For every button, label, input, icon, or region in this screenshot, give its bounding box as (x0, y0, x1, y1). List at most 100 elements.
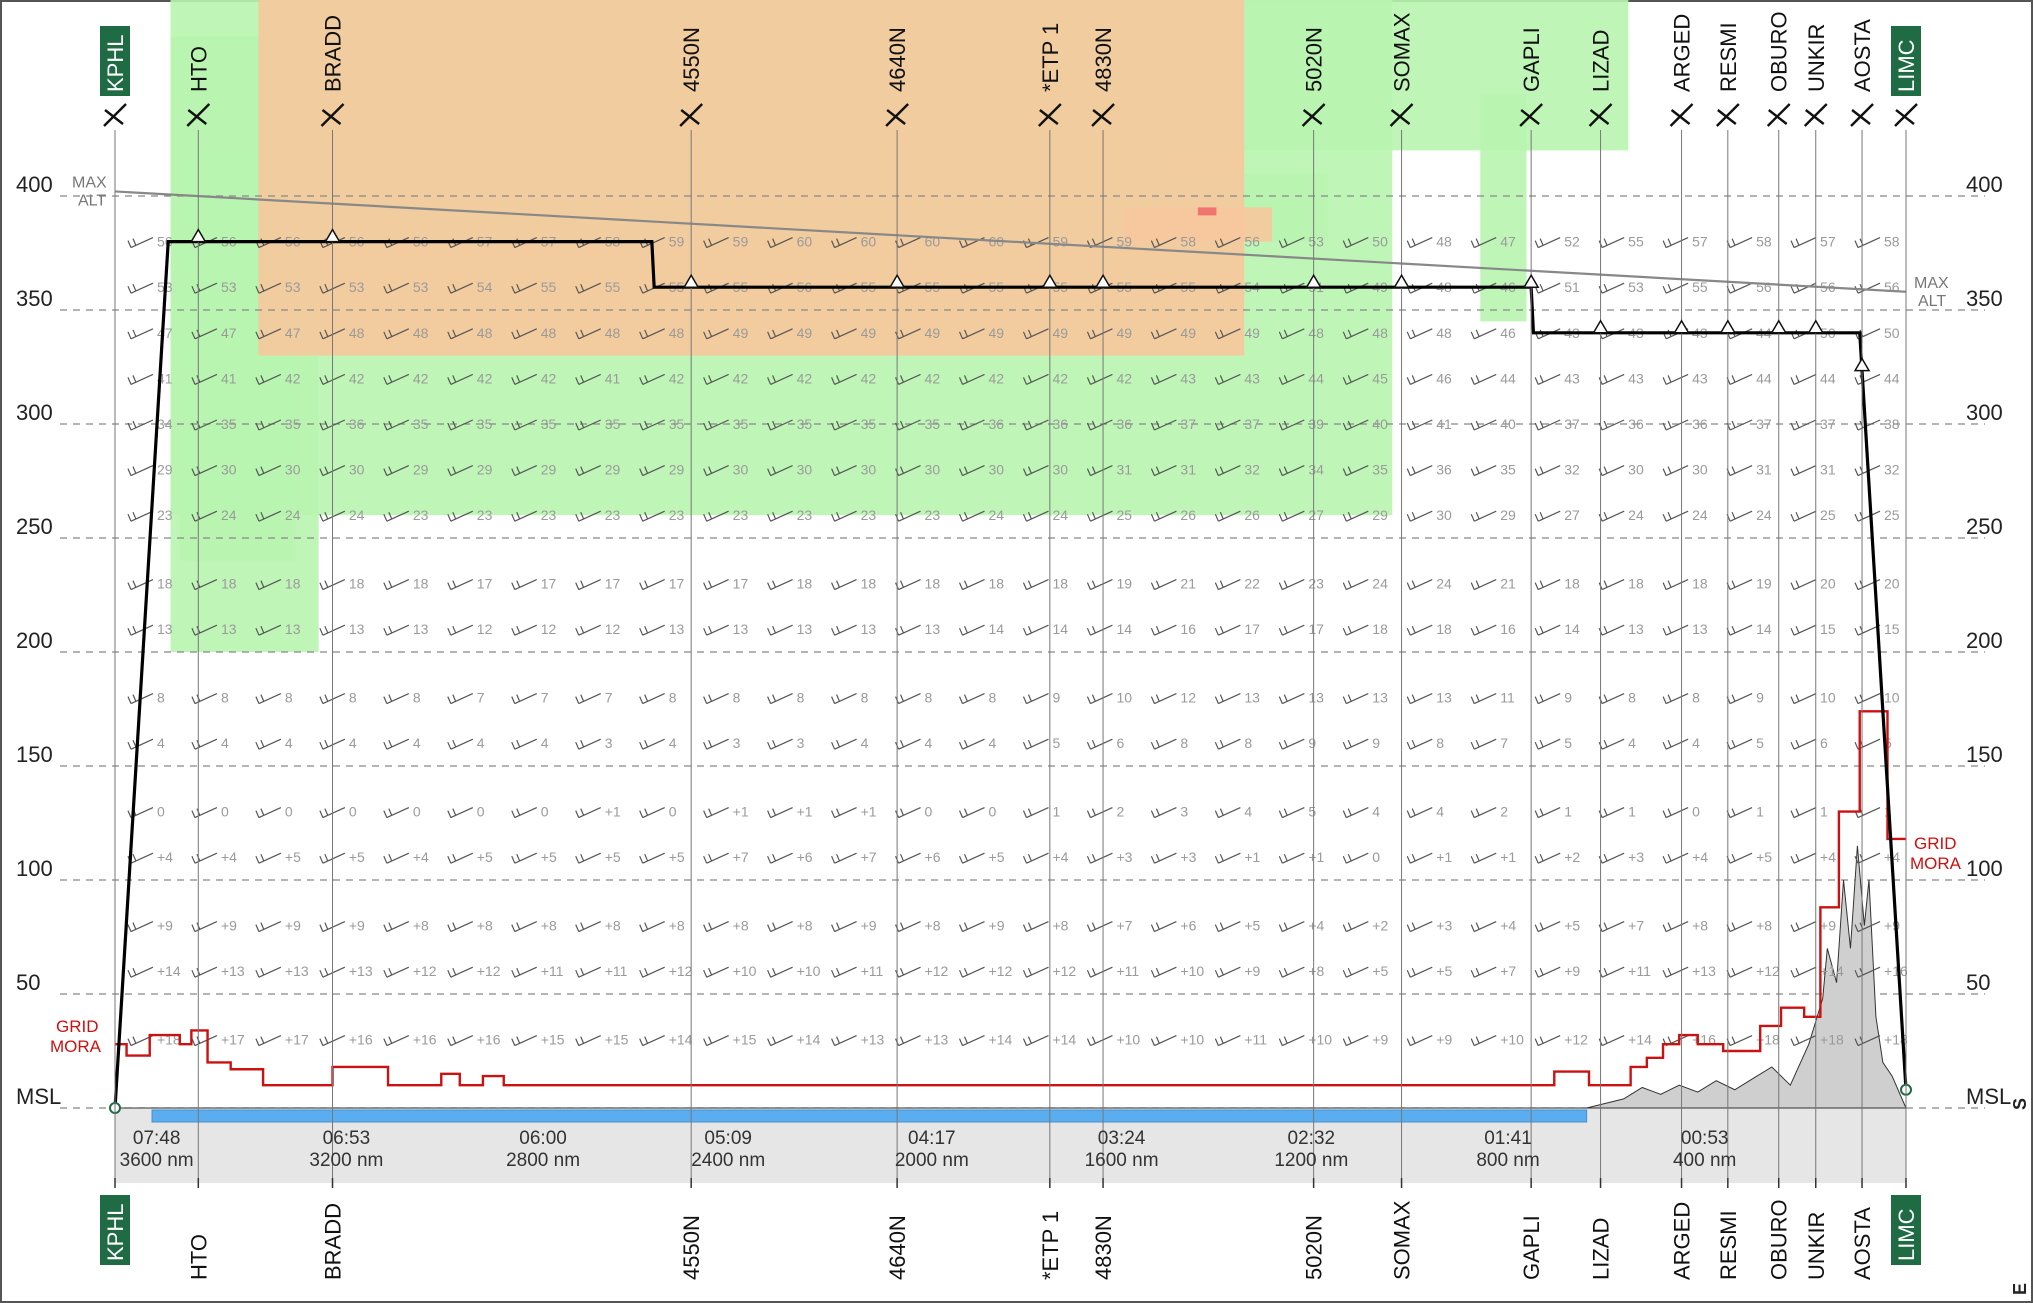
temperature-value: 59 (669, 234, 685, 250)
temperature-value: 24 (1372, 576, 1388, 592)
temperature-value: 5 (1052, 735, 1060, 751)
temperature-value: 37 (1756, 416, 1772, 432)
temperature-value: 23 (669, 507, 685, 523)
temperature-value: 8 (1436, 735, 1444, 751)
temperature-value: 8 (925, 690, 933, 706)
temperature-value: 48 (1308, 325, 1324, 341)
waypoint-top-label: LIZAD (1589, 30, 1614, 92)
temperature-value: 49 (1052, 325, 1068, 341)
waypoint-top-label: UNKIR (1804, 24, 1829, 92)
temperature-value: 44 (1500, 370, 1516, 386)
temperature-value: 37 (1180, 416, 1196, 432)
temperature-value: 18 (413, 576, 429, 592)
temperature-value: 10 (1884, 690, 1900, 706)
temperature-value: +5 (989, 849, 1005, 865)
temperature-value: +7 (861, 849, 877, 865)
temperature-value: 29 (1372, 507, 1388, 523)
temperature-value: 16 (1500, 621, 1516, 637)
temperature-value: 48 (605, 325, 621, 341)
temperature-value: 57 (1692, 234, 1708, 250)
temperature-value: 35 (541, 416, 557, 432)
temperature-value: 18 (349, 576, 365, 592)
waypoint-top-label: KPHL (103, 35, 128, 92)
temperature-value: 55 (1628, 234, 1644, 250)
waypoint-bottom-label: BRADD (321, 1203, 346, 1280)
temperature-value: 17 (1308, 621, 1324, 637)
time-label: 03:24 (1098, 1128, 1146, 1149)
temperature-value: 3 (605, 735, 613, 751)
temperature-value: 4 (1372, 804, 1380, 820)
temperature-value: +6 (1180, 918, 1196, 934)
temperature-value: 7 (477, 690, 485, 706)
temperature-value: +16 (477, 1032, 501, 1048)
temperature-value: 23 (733, 507, 749, 523)
temperature-value: 13 (797, 621, 813, 637)
temperature-value: 34 (1308, 462, 1324, 478)
time-label: 01:41 (1484, 1128, 1532, 1149)
temperature-value: 13 (1628, 621, 1644, 637)
altitude-label-left: MSL (16, 1084, 61, 1109)
temperature-value: 53 (221, 279, 237, 295)
temperature-value: 30 (349, 462, 365, 478)
temperature-value: 29 (669, 462, 685, 478)
temperature-value: 42 (349, 370, 365, 386)
temperature-value: 3 (733, 735, 741, 751)
temperature-value: +13 (861, 1032, 885, 1048)
waypoint-bottom-label: ARGED (1670, 1202, 1695, 1280)
temperature-value: 4 (861, 735, 869, 751)
temperature-value: +8 (925, 918, 941, 934)
temperature-value: 12 (477, 621, 493, 637)
temperature-value: 31 (1180, 462, 1196, 478)
temperature-value: 35 (669, 416, 685, 432)
temperature-value: 53 (285, 279, 301, 295)
temperature-value: 47 (285, 325, 301, 341)
temperature-value: 8 (157, 690, 165, 706)
temperature-value: 8 (285, 690, 293, 706)
waypoint-bottom-label: 4640N (885, 1215, 910, 1280)
distance-label: 1200 nm (1274, 1150, 1348, 1171)
waypoint-top-label: 5020N (1302, 27, 1327, 92)
time-label: 07:48 (133, 1128, 181, 1149)
temperature-value: 42 (797, 370, 813, 386)
temperature-value: 53 (1308, 234, 1324, 250)
temperature-value: 26 (1180, 507, 1196, 523)
temperature-value: +5 (285, 849, 301, 865)
distance-label: 3600 nm (120, 1150, 194, 1171)
temperature-value: 15 (1884, 621, 1900, 637)
temperature-value: 13 (413, 621, 429, 637)
ocean-segment (152, 1110, 1587, 1122)
waypoint-bottom-label: OBURO (1767, 1199, 1792, 1280)
temperature-value: 0 (989, 804, 997, 820)
max-alt-label-right-1: MAX (1914, 275, 1949, 292)
temperature-value: 34 (157, 416, 173, 432)
temperature-value: +18 (1820, 1032, 1844, 1048)
temperature-value: +14 (1820, 963, 1844, 979)
waypoint-bottom-label: GAPLI (1519, 1215, 1544, 1280)
temperature-value: 37 (1820, 416, 1836, 432)
temperature-value: 18 (1692, 576, 1708, 592)
temperature-value: 18 (285, 576, 301, 592)
temperature-value: 60 (797, 234, 813, 250)
temperature-value: +14 (1052, 1032, 1076, 1048)
temperature-value: 42 (861, 370, 877, 386)
temperature-value: 42 (925, 370, 941, 386)
temperature-value: +4 (413, 849, 429, 865)
temperature-value: +11 (1244, 1032, 1267, 1048)
temperature-value: 35 (221, 416, 237, 432)
temperature-value: +3 (1180, 849, 1196, 865)
temperature-value: 42 (477, 370, 493, 386)
temperature-value: 18 (1628, 576, 1644, 592)
temperature-value: 42 (1052, 370, 1068, 386)
temperature-value: 36 (989, 416, 1005, 432)
temperature-value: 17 (477, 576, 493, 592)
temperature-value: +16 (1884, 963, 1908, 979)
temperature-value: +6 (925, 849, 941, 865)
temperature-value: 24 (1756, 507, 1772, 523)
temperature-value: +1 (797, 804, 813, 820)
temperature-value: 23 (1308, 576, 1324, 592)
temperature-value: 59 (1052, 234, 1068, 250)
temperature-value: +10 (1308, 1032, 1332, 1048)
temperature-value: 23 (925, 507, 941, 523)
turbulence-zone-severe (1198, 207, 1217, 215)
temperature-value: 58 (1756, 234, 1772, 250)
